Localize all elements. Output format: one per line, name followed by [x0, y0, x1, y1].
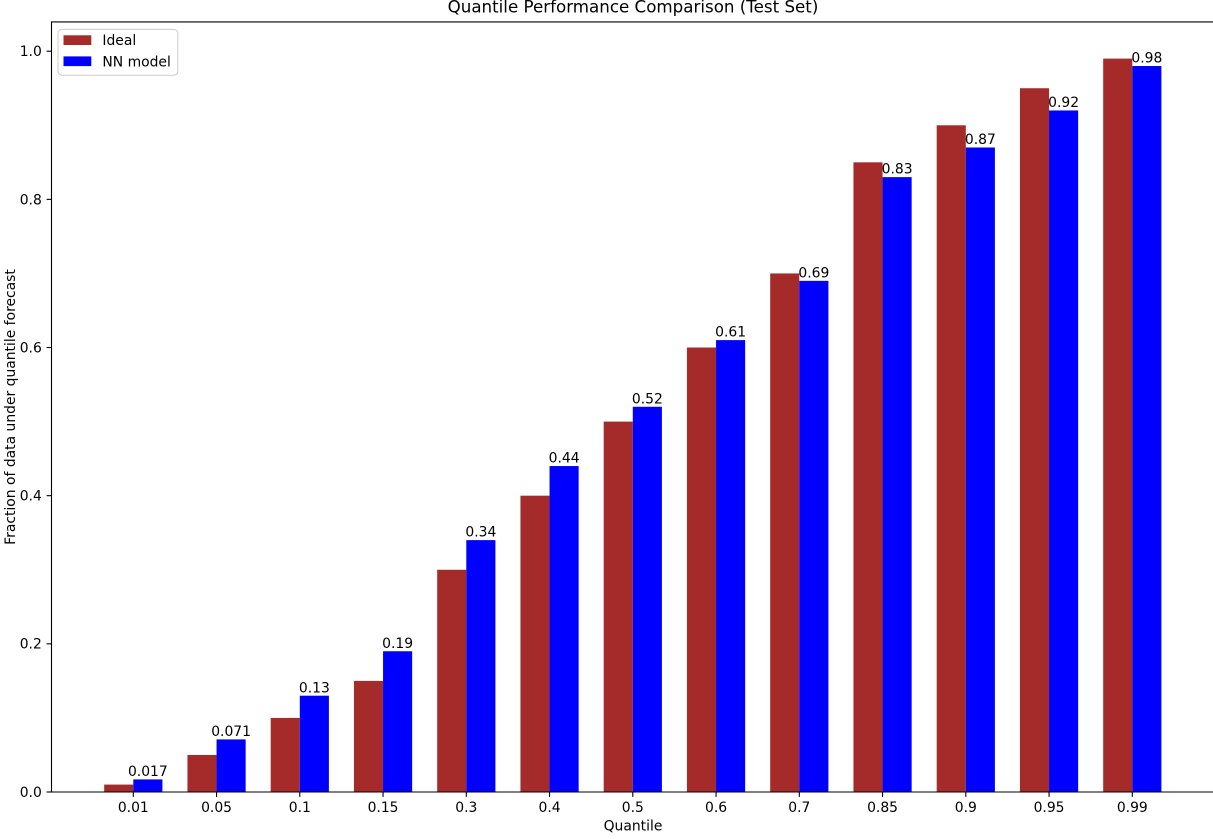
bar-nn-model-0.01	[133, 779, 163, 792]
bar-ideal-0.7	[770, 273, 800, 792]
bar-value-label: 0.19	[382, 636, 413, 652]
x-tick-label: 0.15	[368, 800, 399, 816]
legend-swatch-ideal	[63, 35, 92, 45]
bar-value-label: 0.92	[1048, 95, 1079, 111]
y-tick-label: 0.2	[20, 637, 42, 653]
bar-ideal-0.5	[603, 421, 633, 792]
bar-ideal-0.95	[1019, 88, 1050, 793]
x-tick-label: 0.01	[118, 800, 149, 816]
bar-value-label: 0.13	[299, 680, 330, 696]
bar-value-label: 0.61	[715, 325, 746, 341]
bar-ideal-0.6	[686, 347, 717, 792]
x-tick-label: 0.6	[705, 800, 727, 816]
x-tick-label: 0.85	[867, 800, 898, 816]
chart-title: Quantile Performance Comparison (Test Se…	[448, 0, 819, 17]
bar-nn-model-0.1	[299, 695, 329, 792]
x-tick-label: 0.5	[622, 800, 644, 816]
bar-ideal-0.01	[104, 784, 134, 792]
legend-label-nn-model: NN model	[102, 54, 170, 70]
bar-nn-model-0.9	[965, 147, 995, 792]
bar-nn-model-0.7	[799, 280, 829, 792]
y-tick-label: 0.4	[20, 489, 42, 505]
legend-label-ideal: Ideal	[102, 33, 136, 49]
bar-nn-model-0.95	[1049, 110, 1079, 793]
x-tick-label: 0.7	[788, 800, 810, 816]
x-tick-label: 0.9	[955, 800, 977, 816]
bar-value-label: 0.98	[1131, 51, 1162, 67]
y-tick-label: 1.0	[20, 44, 42, 60]
x-tick-label: 0.1	[289, 800, 311, 816]
bar-nn-model-0.3	[466, 540, 496, 792]
legend: Ideal NN model	[57, 28, 179, 76]
y-tick-label: 0.0	[20, 785, 42, 801]
y-tick-label: 0.8	[20, 192, 42, 208]
bar-nn-model-0.05	[216, 739, 246, 792]
bar-value-label: 0.83	[882, 162, 913, 178]
y-axis-title: Fraction of data under quantile forecast	[3, 269, 19, 545]
bar-nn-model-0.99	[1132, 66, 1162, 793]
x-tick-label: 0.4	[539, 800, 561, 816]
y-tick-label: 0.6	[20, 340, 42, 356]
bar-nn-model-0.5	[632, 406, 662, 792]
legend-swatch-nn-model	[63, 56, 92, 67]
x-axis-title: Quantile	[604, 819, 663, 835]
x-tick-label: 0.95	[1034, 800, 1065, 816]
bar-ideal-0.15	[353, 680, 384, 792]
bar-nn-model-0.6	[716, 340, 746, 792]
x-tick-label: 0.99	[1117, 800, 1148, 816]
bar-ideal-0.9	[936, 125, 966, 792]
bar-labels-layer: 0.017 0.071 0.13 0.19 0.34 0.44 0.52 0.61 0.69 0.…	[128, 51, 1162, 780]
bar-ideal-0.4	[520, 495, 550, 792]
axes-layer: 0.01 0.05 0.1 0.15 0.3 0.4 0.5 0.6 0.7 0.85 0.9 0.9…	[20, 21, 1213, 816]
bar-ideal-0.3	[437, 569, 467, 792]
bar-value-label: 0.44	[549, 451, 580, 467]
bar-value-label: 0.017	[128, 764, 168, 780]
x-tick-label: 0.05	[201, 800, 232, 816]
bar-value-label: 0.52	[632, 391, 663, 407]
bar-nn-model-0.4	[549, 466, 579, 792]
bar-value-label: 0.071	[211, 724, 251, 740]
bar-nn-model-0.85	[882, 177, 912, 793]
bar-value-label: 0.87	[965, 132, 996, 148]
x-tick-label: 0.3	[455, 800, 477, 816]
bar-ideal-0.05	[187, 754, 217, 792]
bar-nn-model-0.15	[383, 651, 413, 792]
bar-ideal-0.99	[1103, 58, 1133, 792]
bar-ideal-0.1	[270, 717, 300, 792]
bar-ideal-0.85	[853, 162, 883, 792]
bar-value-label: 0.69	[798, 265, 829, 281]
bars-layer	[104, 58, 1162, 793]
bar-value-label: 0.34	[465, 525, 496, 541]
